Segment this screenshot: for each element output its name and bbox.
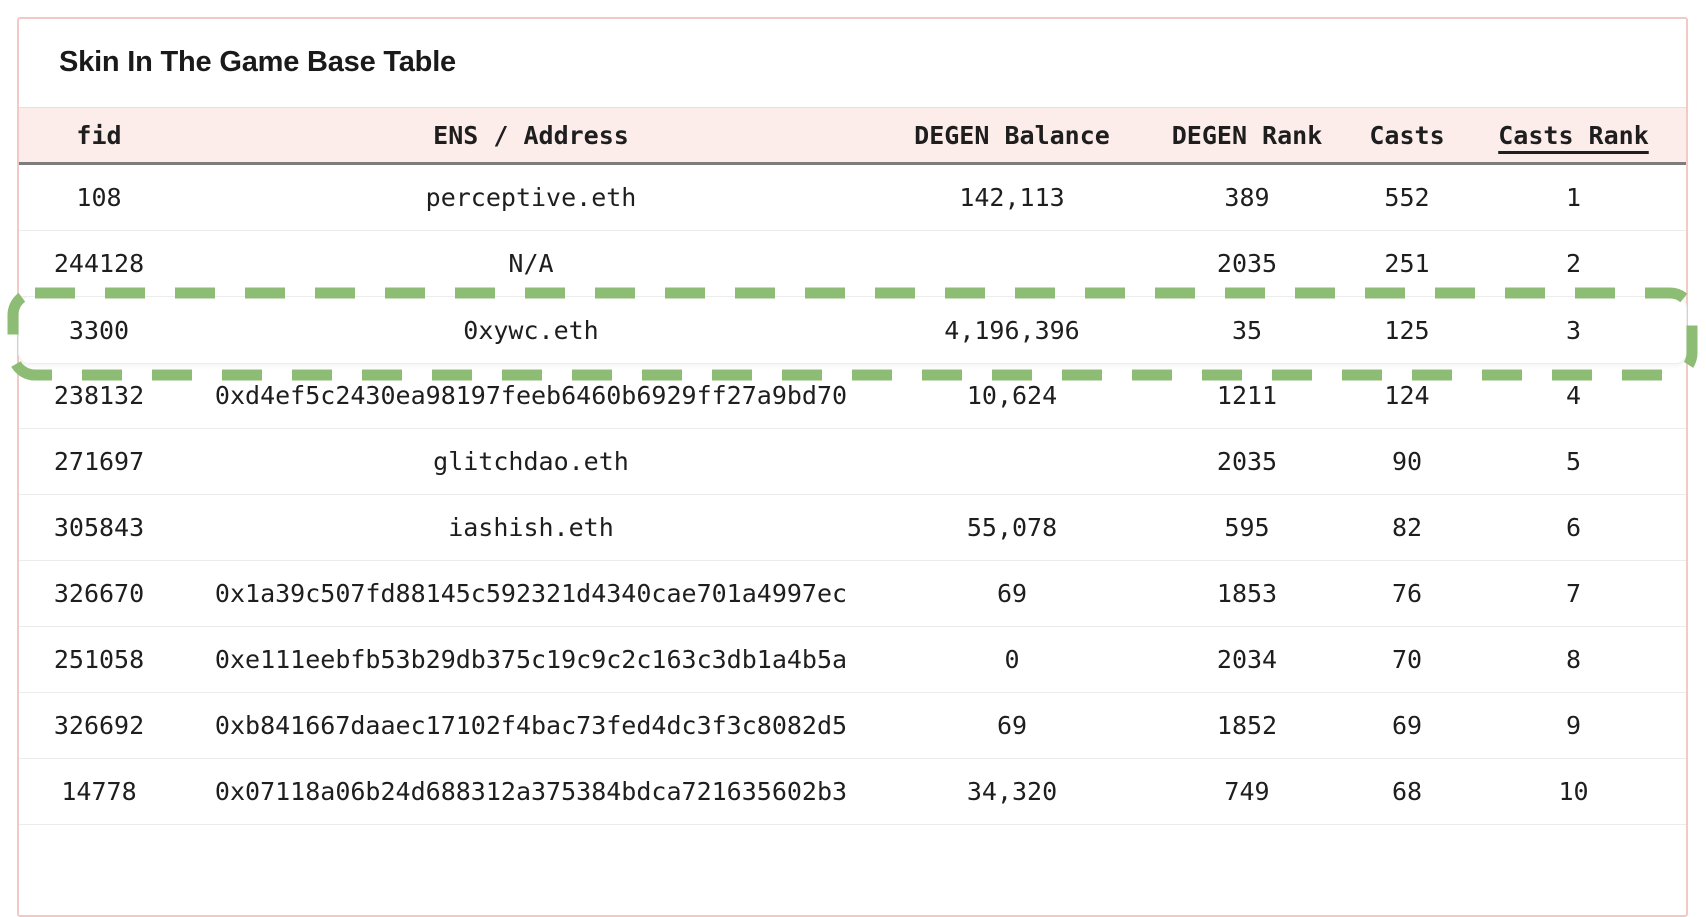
cell-casts-rank: 6 (1565, 513, 1582, 542)
cell-ens-address: perceptive.eth (425, 183, 637, 212)
table-header-row: fid ENS / Address DEGEN Balance DEGEN Rank C… (19, 107, 1686, 165)
cell-degen-rank: 595 (1224, 513, 1270, 542)
table-row: 271697 glitchdao.eth 2035 90 5 (19, 429, 1686, 495)
cell-fid: 305843 (53, 513, 145, 542)
cell-casts-rank: 7 (1565, 579, 1582, 608)
cell-casts: 76 (1391, 579, 1423, 608)
cell-degen-balance: 4,196,396 (944, 315, 1080, 345)
cell-casts-rank: 2 (1565, 249, 1582, 278)
cell-fid: 271697 (53, 447, 145, 476)
cell-degen-rank: 1211 (1216, 381, 1278, 410)
cell-fid: 326692 (53, 711, 145, 740)
cell-ens-address: 0x07118a06b24d688312a375384bdca721635602… (214, 777, 848, 806)
cell-casts-rank: 4 (1565, 381, 1582, 410)
cell-degen-balance: 69 (996, 579, 1028, 608)
cell-casts: 552 (1384, 183, 1430, 212)
cell-casts: 70 (1391, 645, 1423, 674)
cell-degen-rank: 2035 (1216, 249, 1278, 278)
cell-degen-rank: 749 (1224, 777, 1270, 806)
page-title: Skin In The Game Base Table (59, 46, 456, 78)
cell-ens-address: 0xe111eebfb53b29db375c19c9c2c163c3db1a4b… (214, 645, 848, 674)
cell-fid: 3300 (68, 315, 130, 345)
table-row-highlighted: 3300 0xywc.eth 4,196,396 35 125 3 (7, 287, 1698, 381)
cell-ens-address: N/A (508, 249, 554, 278)
cell-fid: 251058 (53, 645, 145, 674)
cell-fid: 244128 (53, 249, 145, 278)
cell-casts: 82 (1391, 513, 1423, 542)
cell-fid: 108 (76, 183, 122, 212)
cell-degen-rank: 389 (1224, 183, 1270, 212)
column-header-degen-balance[interactable]: DEGEN Balance (914, 120, 1110, 150)
cell-casts: 124 (1384, 381, 1430, 410)
cell-degen-rank: 2034 (1216, 645, 1278, 674)
cell-ens-address: 0xb841667daaec17102f4bac73fed4dc3f3c8082… (214, 711, 848, 740)
cell-ens-address: 0x1a39c507fd88145c592321d4340cae701a4997… (214, 579, 848, 608)
cell-fid: 238132 (53, 381, 145, 410)
cell-casts: 69 (1391, 711, 1423, 740)
cell-fid: 326670 (53, 579, 145, 608)
table-row: 251058 0xe111eebfb53b29db375c19c9c2c163c3… (19, 627, 1686, 693)
cell-degen-balance: 69 (996, 711, 1028, 740)
cell-casts-rank: 1 (1565, 183, 1582, 212)
column-header-casts[interactable]: Casts (1369, 120, 1445, 150)
table-card: Skin In The Game Base Table fid ENS / Add… (7, 17, 1698, 917)
cell-casts-rank: 5 (1565, 447, 1582, 476)
column-header-degen-rank[interactable]: DEGEN Rank (1171, 120, 1323, 150)
column-header-ens-address[interactable]: ENS / Address (433, 120, 629, 150)
cell-ens-address: glitchdao.eth (433, 447, 629, 476)
cell-ens-address: iashish.eth (448, 513, 614, 542)
cell-casts: 68 (1391, 777, 1423, 806)
table-row: 238132 0xd4ef5c2430ea98197feeb6460b6929ff… (19, 363, 1686, 429)
table-row: 305843 iashish.eth 55,078 595 82 6 (19, 495, 1686, 561)
cell-casts-rank: 10 (1558, 777, 1589, 806)
table-row: 108 perceptive.eth 142,113 389 552 1 (19, 165, 1686, 231)
cell-degen-rank: 2035 (1216, 447, 1278, 476)
cell-ens-address: 0xywc.eth (463, 315, 599, 345)
cell-casts: 90 (1391, 447, 1423, 476)
cell-casts-rank: 9 (1565, 711, 1582, 740)
cell-degen-balance: 142,113 (959, 183, 1065, 212)
cell-degen-rank: 35 (1231, 315, 1263, 345)
cell-degen-balance: 10,624 (966, 381, 1058, 410)
cell-degen-rank: 1853 (1216, 579, 1278, 608)
table-row: 326670 0x1a39c507fd88145c592321d4340cae70… (19, 561, 1686, 627)
cell-casts-rank: 3 (1565, 315, 1582, 345)
table-body: 108 perceptive.eth 142,113 389 552 1 244128 N/A… (7, 165, 1698, 825)
column-header-fid[interactable]: fid (76, 120, 122, 150)
cell-casts: 125 (1384, 315, 1430, 345)
cell-degen-balance: 55,078 (966, 513, 1058, 542)
table-row: 326692 0xb841667daaec17102f4bac73fed4dc3f… (19, 693, 1686, 759)
cell-casts: 251 (1384, 249, 1430, 278)
table-row: 14778 0x07118a06b24d688312a375384bdca7216… (19, 759, 1686, 825)
cell-casts-rank: 8 (1565, 645, 1582, 674)
cell-degen-balance: 0 (1004, 645, 1020, 674)
column-header-casts-rank[interactable]: Casts Rank (1498, 120, 1649, 150)
cell-fid: 14778 (61, 777, 137, 806)
cell-degen-rank: 1852 (1216, 711, 1278, 740)
cell-degen-balance: 34,320 (966, 777, 1058, 806)
cell-ens-address: 0xd4ef5c2430ea98197feeb6460b6929ff27a9bd… (214, 381, 848, 410)
table-row: 244128 N/A 2035 251 2 (19, 231, 1686, 297)
